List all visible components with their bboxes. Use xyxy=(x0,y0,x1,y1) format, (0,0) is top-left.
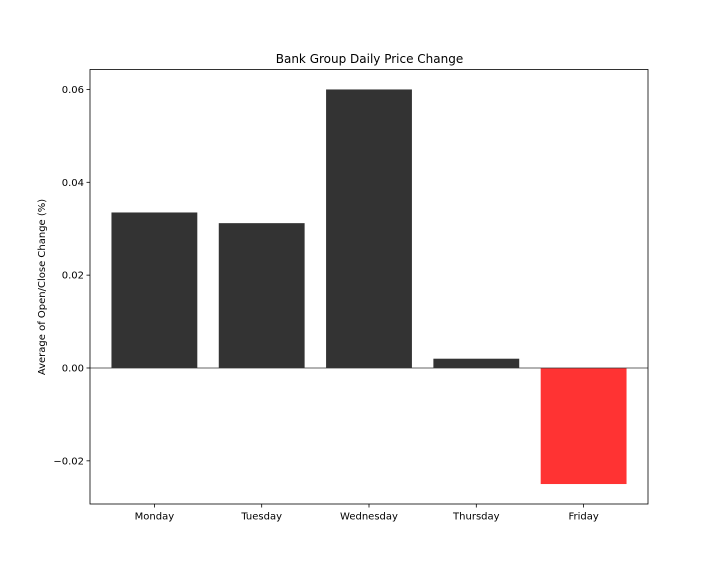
x-axis: Monday Tuesday Wednesday Thursday Friday xyxy=(135,504,599,523)
y-axis-label: Average of Open/Close Change (%) xyxy=(37,199,48,375)
bar-tuesday xyxy=(218,223,305,368)
bar-monday xyxy=(111,212,198,368)
y-axis: −0.02 0.00 0.02 0.04 0.06 xyxy=(53,85,90,467)
bar-friday xyxy=(540,367,627,485)
x-tick-label-tuesday: Tuesday xyxy=(240,512,282,523)
x-tick-label-thursday: Thursday xyxy=(452,512,500,523)
y-tick-label: 0.00 xyxy=(62,363,84,374)
y-tick-label: 0.06 xyxy=(62,85,84,96)
chart-title: Bank Group Daily Price Change xyxy=(276,52,464,66)
x-tick-label-monday: Monday xyxy=(135,512,175,523)
bar-thursday xyxy=(433,358,520,368)
bars-group xyxy=(111,89,627,485)
x-tick-label-friday: Friday xyxy=(568,512,598,523)
y-tick-label: 0.04 xyxy=(62,178,84,189)
bar-wednesday xyxy=(326,89,412,368)
x-tick-label-wednesday: Wednesday xyxy=(340,512,398,523)
y-tick-label: −0.02 xyxy=(53,456,84,467)
y-tick-label: 0.02 xyxy=(62,271,84,282)
